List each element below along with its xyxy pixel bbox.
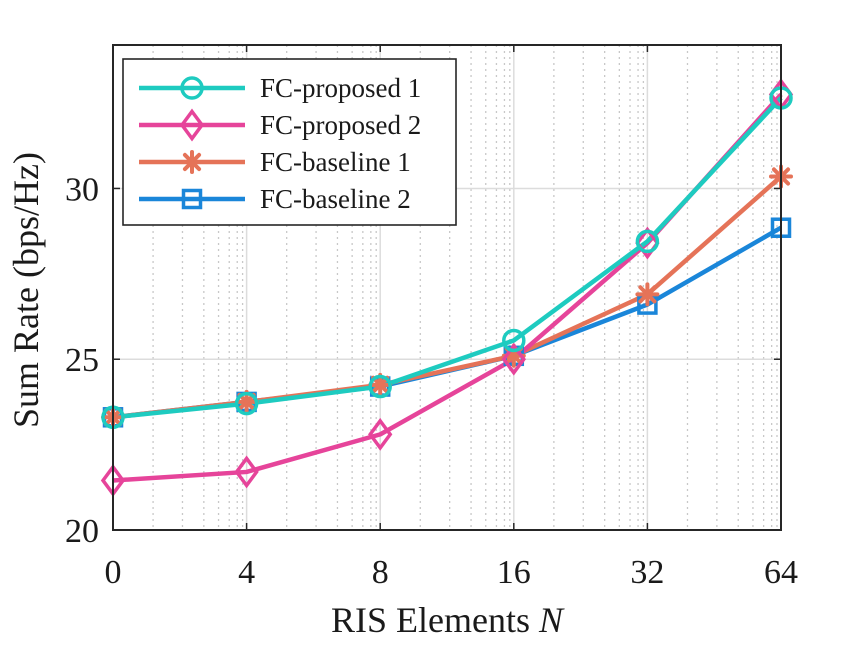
x-tick-label: 16	[497, 554, 531, 591]
y-tick-label: 25	[65, 342, 99, 379]
data-point	[501, 342, 526, 376]
legend-label: FC-proposed 1	[260, 73, 421, 103]
x-tick-label: 8	[372, 554, 389, 591]
legend-item: FC-proposed 1	[139, 73, 421, 103]
legend-label: FC-baseline 1	[260, 147, 411, 177]
axes-box	[112, 44, 782, 531]
data-point	[502, 328, 526, 353]
x-axis-title-variable: N	[538, 600, 565, 640]
tick-labels: 0 4 8 16 32 64 20 25 30	[65, 171, 798, 591]
x-tick-label: 4	[238, 554, 255, 591]
legend-item: FC-proposed 2	[139, 108, 421, 142]
legend-marker	[180, 150, 204, 174]
data-point	[368, 417, 393, 451]
x-tick-label: 0	[105, 554, 122, 591]
series-lines	[112, 93, 783, 483]
asterisk-stroke	[182, 152, 202, 172]
data-point	[368, 372, 393, 397]
data-point	[368, 374, 392, 399]
legend: FC-proposed 1 FC-proposed 2 FC-baseline 1 F…	[122, 58, 457, 226]
x-tick-label: 64	[764, 554, 798, 591]
y-tick-label: 20	[65, 513, 99, 550]
asterisk-stroke	[371, 375, 390, 394]
legend-marker	[181, 188, 203, 210]
asterisk-stroke	[237, 392, 256, 411]
asterisk-stroke	[638, 285, 657, 304]
data-point	[635, 282, 660, 307]
legend-item: FC-baseline 2	[139, 184, 411, 214]
legend-label: FC-baseline 2	[260, 184, 411, 214]
data-point	[635, 229, 660, 254]
data-point	[234, 455, 259, 489]
legend-marker	[179, 108, 205, 142]
data-point	[635, 226, 660, 260]
y-axis-title: Sum Rate (bps/Hz)	[6, 152, 46, 428]
series-line	[112, 96, 783, 420]
x-axis-title: RIS Elements N	[331, 600, 565, 640]
axis-ticks	[112, 45, 782, 531]
data-point	[234, 391, 259, 416]
legend-marker	[180, 76, 204, 100]
legend-item: FC-baseline 1	[139, 147, 411, 177]
legend-label: FC-proposed 2	[260, 110, 421, 140]
x-tick-label: 32	[630, 554, 664, 591]
y-tick-label: 30	[65, 171, 99, 208]
x-axis-title-text: RIS Elements	[331, 600, 530, 640]
